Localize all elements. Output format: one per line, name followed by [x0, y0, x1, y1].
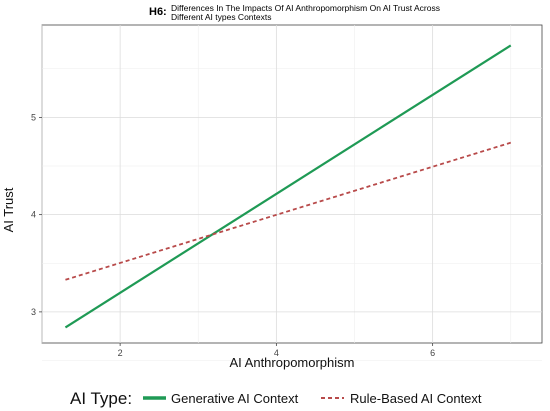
legend-title: AI Type:: [70, 389, 132, 408]
y-axis-title: AI Trust: [1, 187, 16, 232]
x-axis-title: AI Anthropomorphism: [229, 355, 354, 370]
chart-title-line1: Differences In The Impacts Of AI Anthrop…: [171, 3, 440, 13]
x-tick-label: 6: [430, 348, 435, 358]
series-lines: [64, 44, 512, 329]
y-tick-label: 4: [31, 210, 36, 220]
legend-label-generative: Generative AI Context: [171, 391, 299, 406]
y-tick-label: 5: [31, 112, 36, 122]
x-tick-label: 2: [118, 348, 123, 358]
y-tick-label: 3: [31, 307, 36, 317]
x-tick-label: 4: [274, 348, 279, 358]
series-line-rule-based: [65, 141, 512, 281]
legend: AI Type: Generative AI Context Rule-Base…: [70, 389, 482, 408]
chart-title-prefix: H6:: [149, 6, 167, 18]
chart-title-line2: Different AI types Contexts: [171, 12, 271, 22]
series-line-generative: [64, 44, 512, 329]
legend-label-rule-based: Rule-Based AI Context: [350, 391, 482, 406]
grid-lines: [41, 25, 542, 361]
axis-ticks: 2 4 6 3 4 5: [31, 112, 435, 358]
